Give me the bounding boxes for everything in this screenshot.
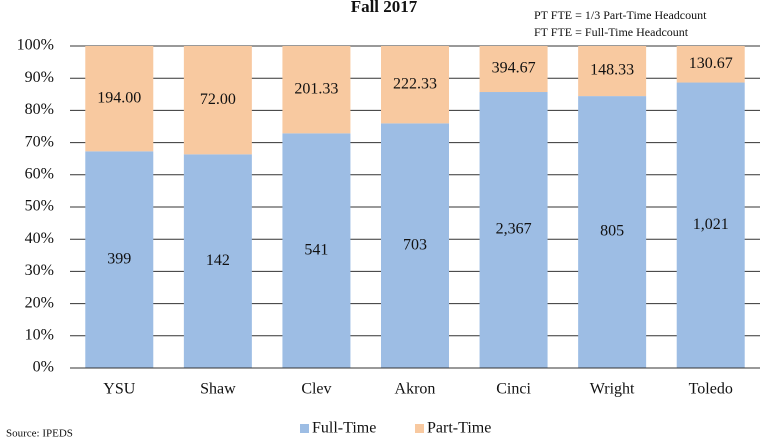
y-tick-label: 30% — [25, 262, 54, 279]
y-tick-label: 90% — [25, 69, 54, 86]
y-tick-label: 10% — [25, 326, 54, 343]
x-tick-label: Wright — [590, 381, 635, 398]
bar-segment — [381, 123, 449, 368]
y-tick-label: 100% — [17, 37, 54, 54]
chart-title: Fall 2017 — [351, 0, 418, 16]
bar-segment — [85, 46, 154, 152]
bar-segment — [578, 96, 647, 368]
x-tick-label: Akron — [395, 381, 436, 398]
legend-swatch — [300, 424, 309, 433]
data-label: 148.33 — [590, 62, 634, 79]
source: Source: IPEDS — [6, 428, 73, 440]
data-label: 805 — [600, 223, 624, 240]
bar-segment — [282, 46, 351, 134]
x-tick-label: YSU — [103, 381, 135, 398]
y-tick-label: 0% — [33, 359, 54, 376]
bar-segment — [183, 46, 252, 155]
bar-segment — [676, 82, 745, 368]
data-label: 142 — [206, 252, 230, 269]
data-label: 2,367 — [496, 221, 532, 238]
bar-segment — [479, 92, 548, 368]
data-label: 194.00 — [97, 89, 141, 106]
note: FT FTE = Full-Time Headcount — [534, 25, 689, 39]
x-tick-label: Shaw — [200, 381, 236, 398]
legend-label: Part-Time — [427, 420, 491, 437]
data-label: 130.67 — [689, 55, 733, 72]
legend-label: Full-Time — [312, 420, 376, 437]
note: PT FTE = 1/3 Part-Time Headcount — [534, 8, 707, 22]
data-label: 222.33 — [393, 75, 437, 92]
y-tick-label: 50% — [25, 198, 54, 215]
data-label: 399 — [107, 250, 131, 267]
bar-segment — [381, 46, 449, 124]
y-tick-label: 20% — [25, 294, 54, 311]
data-label: 72.00 — [200, 91, 236, 108]
y-tick-label: 40% — [25, 230, 54, 247]
bar-segment — [282, 133, 351, 368]
y-tick-label: 70% — [25, 133, 54, 150]
data-label: 541 — [304, 241, 328, 258]
bar-segment — [183, 154, 252, 368]
bar-segment — [578, 46, 647, 97]
data-label: 1,021 — [693, 216, 729, 233]
x-tick-label: Cinci — [496, 381, 531, 398]
bar-segment — [85, 151, 154, 368]
bar-segment — [676, 46, 745, 83]
x-tick-label: Toledo — [689, 381, 733, 398]
legend-swatch — [415, 424, 424, 433]
data-label: 703 — [403, 236, 427, 253]
x-tick-label: Clev — [301, 381, 331, 398]
y-tick-label: 60% — [25, 165, 54, 182]
data-label: 394.67 — [492, 60, 536, 77]
y-tick-label: 80% — [25, 101, 54, 118]
bar-segment — [479, 46, 548, 93]
data-label: 201.33 — [294, 80, 338, 97]
